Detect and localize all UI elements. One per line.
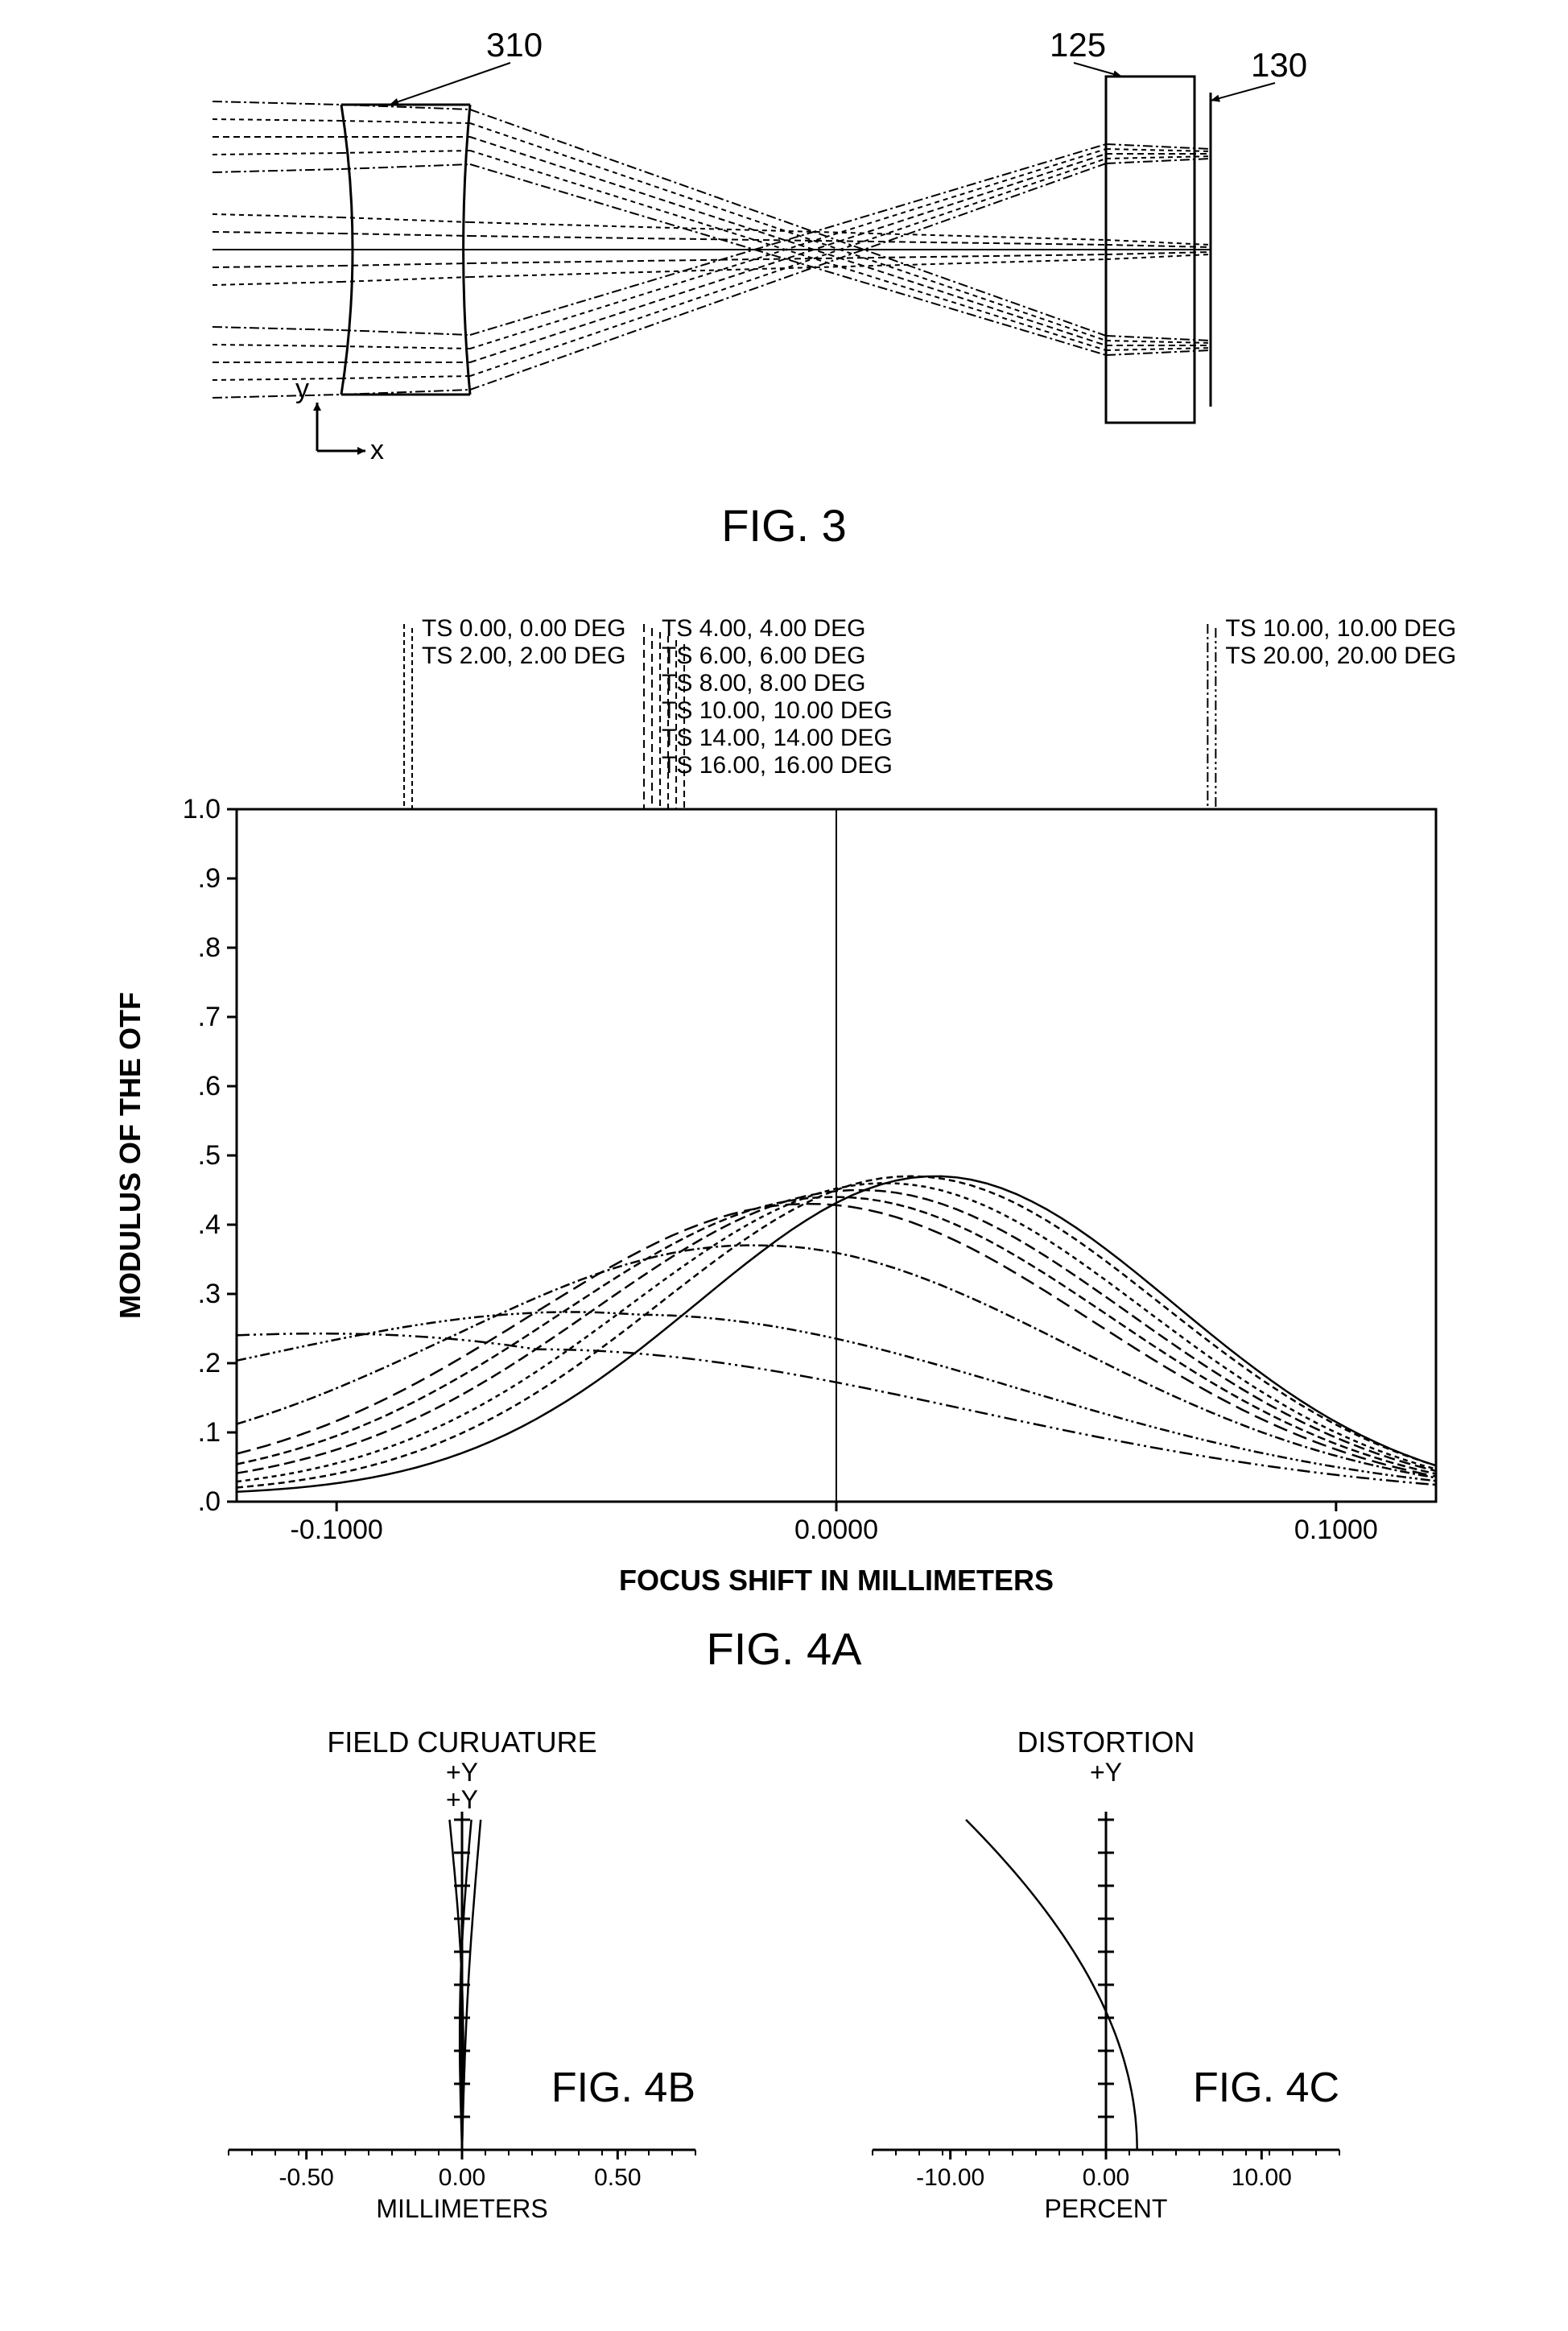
fig4b-chart: FIELD CURUATURE+Y+Y-0.500.000.50MILLIMET… bbox=[180, 1723, 744, 2246]
svg-text:TS 20.00, 20.00 DEG: TS 20.00, 20.00 DEG bbox=[1225, 643, 1456, 669]
svg-text:TS 10.00, 10.00 DEG: TS 10.00, 10.00 DEG bbox=[662, 697, 893, 724]
svg-text:-10.00: -10.00 bbox=[916, 2164, 984, 2191]
svg-text:1.0: 1.0 bbox=[183, 794, 221, 825]
fig4c-chart: DISTORTION+Y -10.00 0.00 10.00 PERCENT FIG. 4… bbox=[824, 1723, 1388, 2246]
svg-text:0.1000: 0.1000 bbox=[1294, 1515, 1378, 1545]
fig4b-wrap: FIELD CURUATURE+Y+Y-0.500.000.50MILLIMET… bbox=[180, 1723, 744, 2250]
svg-text:x: x bbox=[370, 435, 384, 465]
svg-text:+Y: +Y bbox=[446, 1758, 478, 1787]
svg-text:FIG. 4C: FIG. 4C bbox=[1193, 2064, 1339, 2111]
fig3-label: FIG. 3 bbox=[32, 499, 1536, 552]
svg-text:TS 6.00, 6.00 DEG: TS 6.00, 6.00 DEG bbox=[662, 643, 865, 669]
svg-text:0.00: 0.00 bbox=[439, 2164, 485, 2191]
svg-text:+Y: +Y bbox=[1090, 1758, 1122, 1787]
svg-text:.4: .4 bbox=[198, 1209, 221, 1240]
svg-text:TS 2.00, 2.00 DEG: TS 2.00, 2.00 DEG bbox=[422, 643, 625, 669]
svg-text:.9: .9 bbox=[198, 863, 221, 894]
fig3-container: 310 125 130 x y FIG. 3 bbox=[32, 32, 1536, 552]
svg-text:PERCENT: PERCENT bbox=[1045, 2194, 1168, 2223]
svg-text:10.00: 10.00 bbox=[1232, 2164, 1292, 2191]
svg-text:0.00: 0.00 bbox=[1083, 2164, 1129, 2191]
svg-text:0.0000: 0.0000 bbox=[794, 1515, 878, 1545]
svg-text:MILLIMETERS: MILLIMETERS bbox=[376, 2194, 547, 2223]
svg-text:.3: .3 bbox=[198, 1279, 221, 1309]
svg-text:MODULUS OF THE OTF: MODULUS OF THE OTF bbox=[113, 992, 146, 1319]
svg-text:+Y: +Y bbox=[446, 1785, 478, 1814]
svg-text:.5: .5 bbox=[198, 1140, 221, 1171]
svg-text:TS 10.00, 10.00 DEG: TS 10.00, 10.00 DEG bbox=[1225, 615, 1456, 642]
fig4c-wrap: DISTORTION+Y -10.00 0.00 10.00 PERCENT FIG. 4… bbox=[824, 1723, 1388, 2250]
fig4bc-container: FIELD CURUATURE+Y+Y-0.500.000.50MILLIMET… bbox=[32, 1723, 1536, 2250]
svg-text:y: y bbox=[295, 374, 309, 404]
svg-text:FIELD CURUATURE: FIELD CURUATURE bbox=[327, 1726, 596, 1759]
svg-text:TS 16.00, 16.00 DEG: TS 16.00, 16.00 DEG bbox=[662, 752, 893, 779]
fig4a-chart: .0 .1 .2 .3 .4 .5 .6 .7 .8 .9 1.0 -0.1000 0.0000 0.10… bbox=[100, 600, 1468, 1606]
svg-text:.7: .7 bbox=[198, 1002, 221, 1032]
svg-text:FOCUS SHIFT IN MILLIMETERS: FOCUS SHIFT IN MILLIMETERS bbox=[619, 1564, 1054, 1597]
svg-text:TS 14.00, 14.00 DEG: TS 14.00, 14.00 DEG bbox=[662, 725, 893, 751]
svg-text:TS 8.00, 8.00 DEG: TS 8.00, 8.00 DEG bbox=[662, 670, 865, 696]
svg-text:DISTORTION: DISTORTION bbox=[1017, 1726, 1195, 1759]
svg-text:.6: .6 bbox=[198, 1071, 221, 1101]
svg-text:310: 310 bbox=[486, 32, 543, 64]
svg-text:FIG. 4B: FIG. 4B bbox=[551, 2064, 695, 2111]
svg-text:130: 130 bbox=[1251, 46, 1307, 84]
svg-text:.1: .1 bbox=[198, 1417, 221, 1448]
svg-text:125: 125 bbox=[1050, 32, 1106, 64]
fig4a-label: FIG. 4A bbox=[32, 1622, 1536, 1675]
svg-text:-0.50: -0.50 bbox=[279, 2164, 333, 2191]
fig3-diagram: 310 125 130 x y bbox=[180, 32, 1388, 483]
svg-text:TS 4.00, 4.00 DEG: TS 4.00, 4.00 DEG bbox=[662, 615, 865, 642]
svg-text:.2: .2 bbox=[198, 1348, 221, 1378]
svg-text:.0: .0 bbox=[198, 1486, 221, 1517]
fig4a-container: .0 .1 .2 .3 .4 .5 .6 .7 .8 .9 1.0 -0.1000 0.0000 0.10… bbox=[32, 600, 1536, 1675]
svg-text:-0.1000: -0.1000 bbox=[291, 1515, 383, 1545]
svg-text:.8: .8 bbox=[198, 932, 221, 963]
svg-text:0.50: 0.50 bbox=[594, 2164, 641, 2191]
svg-text:TS 0.00, 0.00 DEG: TS 0.00, 0.00 DEG bbox=[422, 615, 625, 642]
